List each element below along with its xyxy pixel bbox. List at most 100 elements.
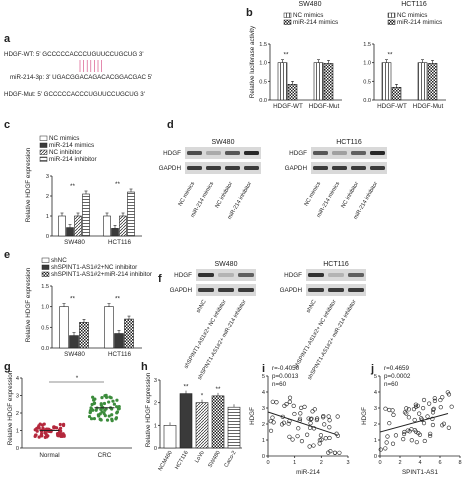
- y-tick-label: 3: [46, 174, 49, 180]
- data-point: [287, 434, 292, 439]
- data-point: [57, 428, 62, 432]
- panel-label: g: [4, 361, 11, 373]
- sample-size: n=60: [272, 381, 287, 388]
- data-point: [58, 422, 62, 427]
- data-point: [302, 404, 307, 409]
- data-point: [409, 427, 414, 432]
- legend-label: miR-214 mimics: [293, 19, 338, 26]
- data-point: [33, 434, 37, 438]
- data-point: [297, 416, 303, 421]
- bar: [79, 322, 89, 349]
- x-tick-label: SW480: [207, 450, 221, 469]
- data-point: [57, 432, 62, 436]
- data-point: [430, 422, 436, 428]
- data-point: [104, 395, 109, 400]
- data-point: [110, 417, 114, 421]
- data-point: [111, 399, 115, 403]
- data-point: [40, 423, 45, 427]
- data-point: [383, 446, 388, 451]
- data-point: [110, 413, 114, 417]
- y-tick-label: 1.5: [259, 42, 267, 48]
- data-point: [310, 409, 315, 414]
- data-point: [37, 424, 41, 428]
- blot-strip: [196, 269, 256, 281]
- legend-swatch: [387, 19, 396, 25]
- data-point: [290, 437, 295, 442]
- data-point: [112, 402, 116, 406]
- y-tick-label: 2: [262, 422, 265, 428]
- blot-lane-label: NC mimics: [304, 181, 323, 208]
- bar: [195, 402, 209, 449]
- blot-band: [206, 151, 221, 155]
- panel-label: f: [158, 273, 162, 285]
- bar: [127, 191, 135, 237]
- data-point: [311, 426, 317, 431]
- data-point: [425, 414, 430, 419]
- data-point: [109, 396, 113, 400]
- x-tick-label: 2: [320, 460, 323, 466]
- significance-marker: **: [115, 296, 120, 303]
- bar: [74, 215, 82, 237]
- x-tick-label: 8: [458, 460, 461, 466]
- blot-band: [198, 273, 214, 277]
- data-point: [268, 419, 273, 424]
- data-point: [393, 433, 399, 438]
- y-tick-label: 3: [374, 406, 377, 412]
- y-tick-label: 1: [154, 423, 157, 429]
- y-tick-label: 2: [16, 411, 19, 417]
- legend-label: miR-214 inhibitor: [49, 156, 97, 163]
- data-point: [406, 407, 411, 412]
- x-tick-label: SW480: [64, 351, 85, 358]
- data-point: [314, 417, 319, 423]
- data-point: [414, 440, 419, 445]
- y-tick-label: 5: [262, 374, 265, 380]
- significance-marker: **: [388, 52, 393, 59]
- x-tick-label: CRC: [98, 452, 112, 459]
- data-point: [440, 395, 445, 400]
- data-point: [404, 406, 409, 411]
- y-tick-label: 2: [374, 422, 377, 428]
- y-axis-label: HDGF: [361, 407, 368, 425]
- x-tick-label: HCT116: [108, 239, 131, 246]
- blot-strip: [185, 147, 261, 159]
- data-point: [115, 405, 119, 409]
- data-point: [335, 433, 341, 438]
- correlation-r: r=0.4659: [384, 365, 410, 372]
- blot-lane-label: NC inhibitor: [340, 181, 360, 209]
- y-tick-label: 0.0: [363, 98, 371, 104]
- blot-strip: [311, 147, 387, 159]
- significance-marker: **: [70, 183, 75, 190]
- bar: [381, 62, 392, 101]
- y-tick-label: 1: [262, 438, 265, 444]
- data-point: [449, 404, 454, 409]
- y-axis-label: HDGF: [249, 407, 256, 425]
- blot-title: SW480: [215, 261, 238, 268]
- correlation-p: p=0.0002: [384, 373, 411, 380]
- bar: [82, 193, 90, 237]
- y-tick-label: 1: [16, 429, 19, 435]
- bar: [277, 62, 288, 101]
- data-point: [385, 434, 390, 439]
- y-tick-label: 0.0: [41, 346, 49, 352]
- x-tick-label: 0: [378, 460, 381, 466]
- blot-row-label: GAPDH: [280, 287, 303, 294]
- bar: [66, 227, 74, 237]
- data-point: [281, 420, 287, 425]
- blot-band: [348, 288, 364, 292]
- blot-band: [244, 166, 259, 170]
- data-point: [428, 431, 433, 436]
- y-tick-label: 0: [16, 446, 19, 452]
- data-point: [274, 400, 279, 405]
- blot-row-label: GAPDH: [285, 165, 308, 172]
- data-point: [87, 414, 92, 419]
- legend-swatch: [39, 142, 48, 148]
- bar: [114, 333, 124, 349]
- data-point: [271, 420, 276, 425]
- data-point: [287, 399, 292, 405]
- blot-band: [328, 273, 344, 277]
- data-point: [308, 417, 313, 422]
- blot-lane-label: NC inhibitor: [214, 181, 234, 209]
